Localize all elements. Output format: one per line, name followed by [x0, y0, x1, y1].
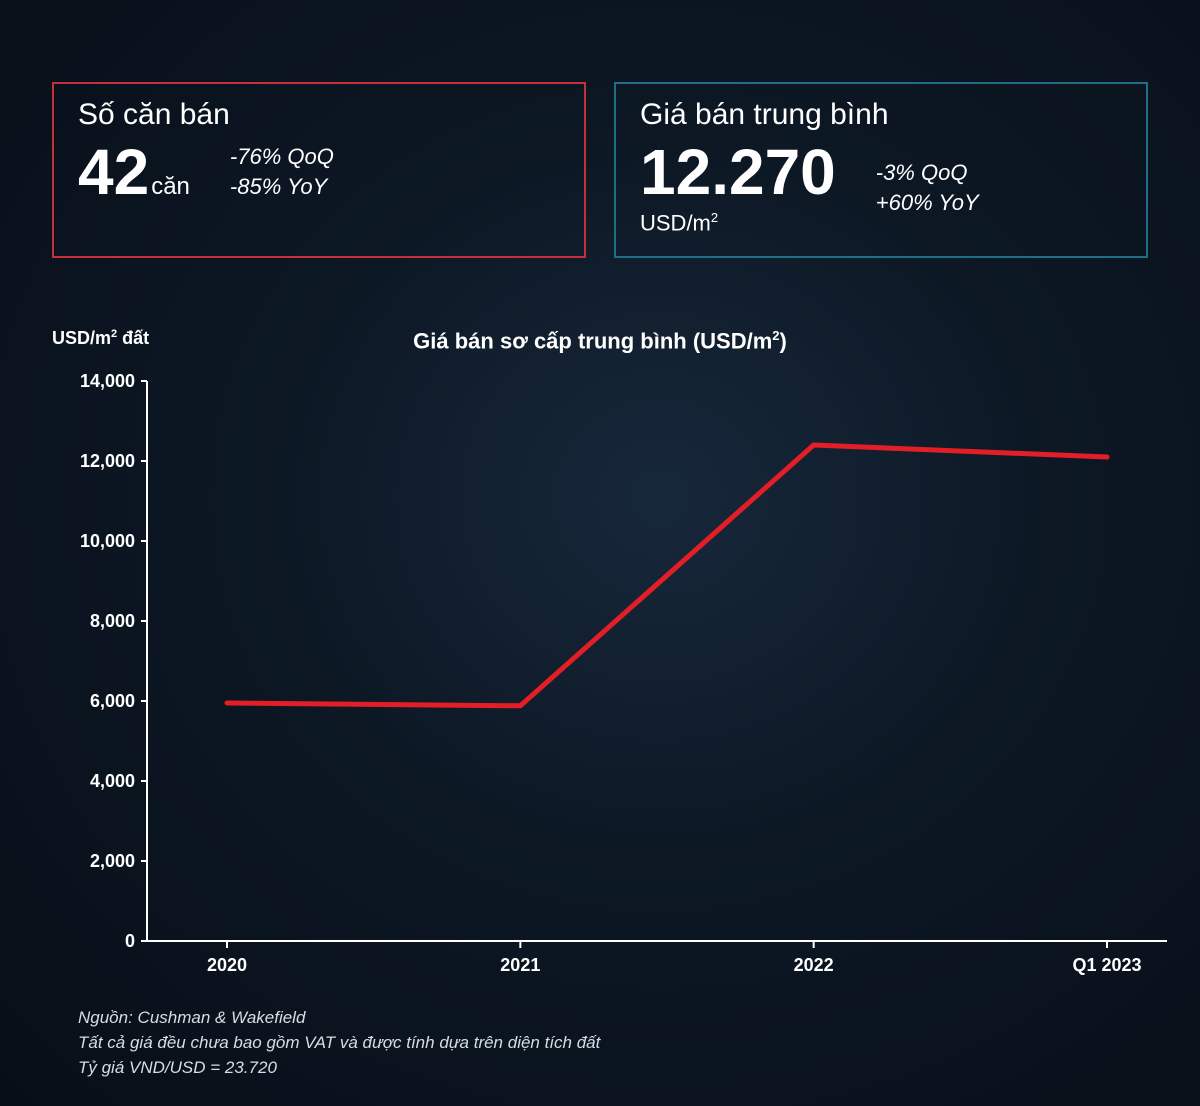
kpi-delta-qoq: -76% QoQ: [230, 142, 334, 172]
kpi-delta-yoy: -85% YoY: [230, 172, 334, 202]
footer-source: Nguồn: Cushman & Wakefield: [78, 1006, 1200, 1031]
svg-text:4,000: 4,000: [90, 771, 135, 791]
kpi-value-block: 12.270 USD/m2: [640, 140, 836, 236]
svg-text:12,000: 12,000: [80, 451, 135, 471]
svg-text:2022: 2022: [794, 955, 834, 975]
svg-text:14,000: 14,000: [80, 371, 135, 391]
kpi-cards-row: Số căn bán 42 căn -76% QoQ -85% YoY Giá …: [0, 0, 1200, 258]
svg-text:2,000: 2,000: [90, 851, 135, 871]
footer-note-1: Tất cả giá đều chưa bao gồm VAT và được …: [78, 1031, 1200, 1056]
svg-text:10,000: 10,000: [80, 531, 135, 551]
svg-text:2021: 2021: [500, 955, 540, 975]
svg-text:8,000: 8,000: [90, 611, 135, 631]
footer-note-2: Tỷ giá VND/USD = 23.720: [78, 1056, 1200, 1081]
kpi-title: Giá bán trung bình: [640, 98, 1122, 132]
kpi-body: 42 căn -76% QoQ -85% YoY: [78, 140, 560, 204]
kpi-value: 12.270: [640, 140, 836, 204]
footer-notes: Nguồn: Cushman & Wakefield Tất cả giá đề…: [0, 994, 1200, 1080]
kpi-card-avg-price: Giá bán trung bình 12.270 USD/m2 -3% QoQ…: [614, 82, 1148, 258]
svg-text:6,000: 6,000: [90, 691, 135, 711]
kpi-body: 12.270 USD/m2 -3% QoQ +60% YoY: [640, 140, 1122, 236]
svg-text:2020: 2020: [207, 955, 247, 975]
kpi-value: 42 căn: [78, 140, 190, 204]
chart-section: USD/m2 đất Giá bán sơ cấp trung bình (US…: [0, 258, 1200, 994]
kpi-delta-qoq: -3% QoQ: [876, 158, 979, 188]
kpi-title: Số căn bán: [78, 98, 560, 132]
kpi-value-number: 42: [78, 140, 149, 204]
line-chart: 0 2,000 4,000 6,000 8,000 10,000 12,000 14,000 2…: [52, 371, 1177, 989]
kpi-value-unit: căn: [151, 175, 190, 199]
chart-title: Giá bán sơ cấp trung bình (USD/m2): [0, 328, 1200, 354]
kpi-deltas: -76% QoQ -85% YoY: [230, 142, 334, 201]
kpi-value-number: 12.270: [640, 140, 836, 204]
kpi-card-units-sold: Số căn bán 42 căn -76% QoQ -85% YoY: [52, 82, 586, 258]
svg-text:0: 0: [125, 931, 135, 951]
kpi-deltas: -3% QoQ +60% YoY: [876, 158, 979, 217]
kpi-delta-yoy: +60% YoY: [876, 188, 979, 218]
kpi-value-unit: USD/m2: [640, 210, 836, 236]
svg-text:Q1 2023: Q1 2023: [1072, 955, 1141, 975]
